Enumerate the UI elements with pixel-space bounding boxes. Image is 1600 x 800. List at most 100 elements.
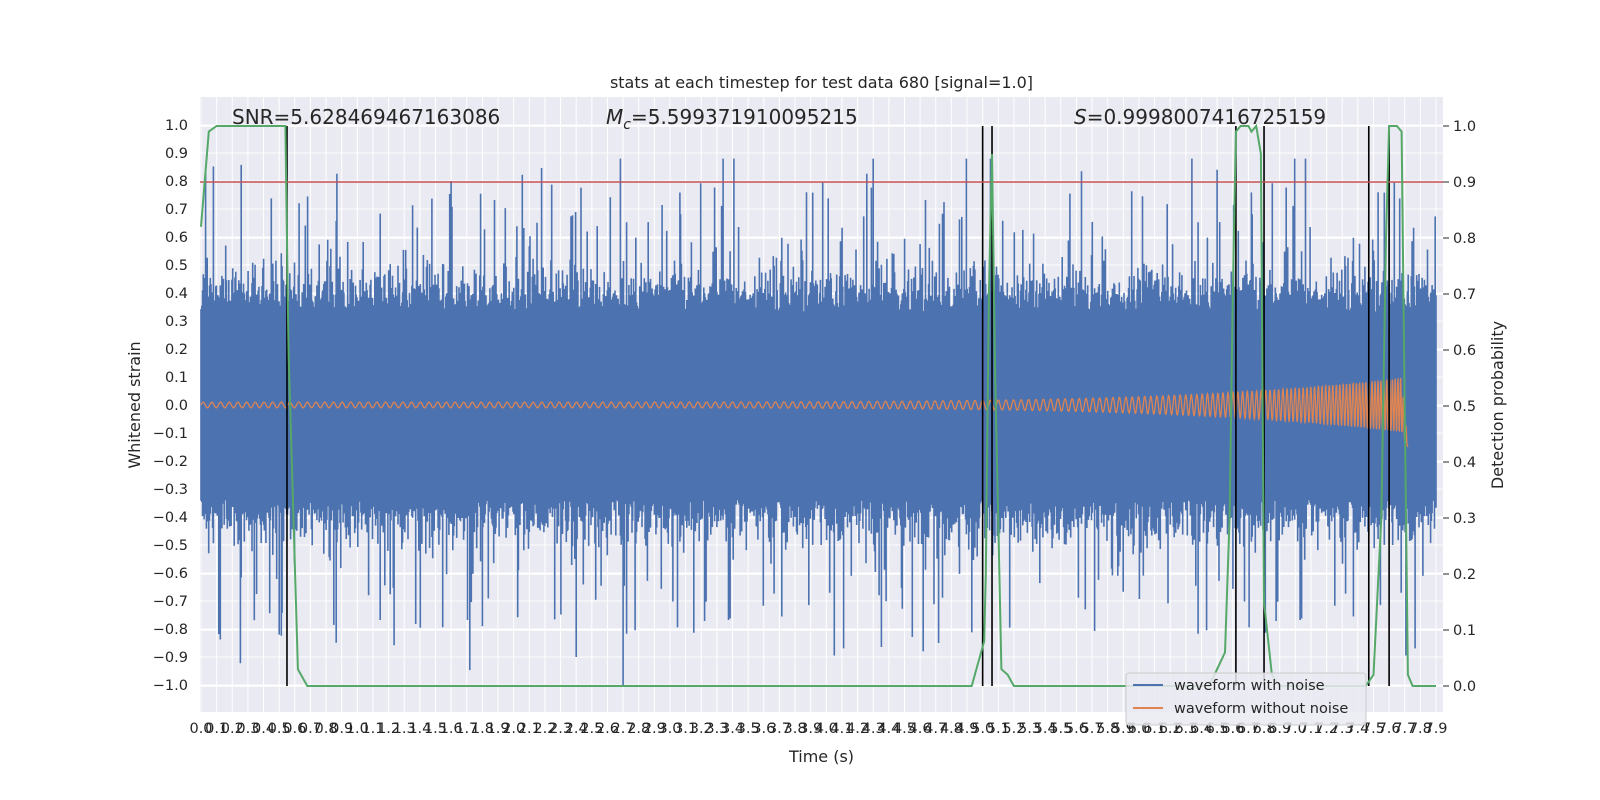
- x-tick-label: 5.1: [987, 721, 1010, 737]
- x-tick-label: 4.0: [815, 721, 838, 737]
- x-tick-label: 2.6: [596, 721, 619, 737]
- x-tick-label: 7.5: [1362, 721, 1385, 737]
- x-tick-label: 2.2: [533, 721, 556, 737]
- x-tick-label: 1.8: [471, 721, 494, 737]
- x-tick-label: 5.2: [1002, 721, 1025, 737]
- y-right-tick-label: 0.2: [1453, 567, 1476, 583]
- x-tick-label: 2.5: [580, 721, 603, 737]
- x-tick-label: 0.3: [236, 721, 259, 737]
- significance-value: =0.9998007416725159: [1087, 105, 1326, 129]
- x-tick-label: 5.6: [1065, 721, 1088, 737]
- legend-box: [1125, 672, 1367, 726]
- legend-label-noise: waveform with noise: [1174, 678, 1325, 694]
- x-tick-label: 4.4: [877, 721, 900, 737]
- x-tick-label: 4.9: [955, 721, 978, 737]
- x-tick-label: 2.8: [627, 721, 650, 737]
- y-left-tick-label: 0.6: [165, 230, 188, 246]
- y-left-tick-label: −0.4: [153, 510, 188, 526]
- x-tick-label: 5.0: [971, 721, 994, 737]
- y-left-tick-label: 0.0: [165, 398, 188, 414]
- x-tick-label: 3.1: [674, 721, 697, 737]
- y-left-tick-label: 0.8: [165, 174, 188, 190]
- x-tick-label: 2.7: [612, 721, 635, 737]
- snr-annotation: SNR=5.628469467163086: [232, 105, 500, 129]
- significance-symbol: S: [1074, 105, 1087, 129]
- x-tick-label: 3.2: [690, 721, 713, 737]
- x-tick-label: 4.6: [909, 721, 932, 737]
- chart-title: stats at each timestep for test data 680…: [610, 73, 1033, 92]
- y-left-tick-label: 0.2: [165, 342, 188, 358]
- x-tick-label: 0.4: [252, 721, 275, 737]
- x-tick-label: 5.4: [1034, 721, 1057, 737]
- x-tick-label: 5.5: [1049, 721, 1072, 737]
- x-tick-label: 0.6: [283, 721, 306, 737]
- series-detection-probability: [200, 123, 1436, 687]
- x-tick-label: 7.9: [1424, 721, 1447, 737]
- y-right-tick-label: 0.8: [1453, 231, 1476, 247]
- chirp-trace: [200, 377, 1409, 448]
- x-tick-label: 1.3: [393, 721, 416, 737]
- x-tick-label: 4.8: [940, 721, 963, 737]
- x-tick-label: 5.8: [1096, 721, 1119, 737]
- y-right-tick-label: 0.4: [1453, 455, 1476, 471]
- y-left-tick-label: −0.2: [153, 454, 188, 470]
- x-tick-label: 3.5: [737, 721, 760, 737]
- probability-trace: [200, 123, 1436, 687]
- y-right-tick-label: 0.1: [1453, 623, 1476, 639]
- y-left-tick-label: −0.3: [153, 482, 188, 498]
- y-left-tick-label: −0.5: [153, 538, 188, 554]
- x-tick-label: 7.7: [1393, 721, 1416, 737]
- x-tick-label: 1.0: [346, 721, 369, 737]
- x-tick-label: 1.4: [408, 721, 431, 737]
- x-tick-label: 2.3: [549, 721, 572, 737]
- legend-label-clean: waveform without noise: [1174, 701, 1348, 717]
- y-right-tick-label: 0.5: [1453, 399, 1476, 415]
- x-tick-label: 1.5: [424, 721, 447, 737]
- x-tick-label: 4.5: [893, 721, 916, 737]
- x-tick-label: 2.4: [565, 721, 588, 737]
- y-left-tick-label: −0.6: [153, 566, 188, 582]
- y-right-tick-label: 0.3: [1453, 511, 1476, 527]
- x-tick-label: 7.8: [1409, 721, 1432, 737]
- x-tick-label: 1.6: [440, 721, 463, 737]
- chirp-mass-symbol: M: [606, 105, 623, 129]
- x-tick-label: 3.6: [752, 721, 775, 737]
- x-tick-label: 3.8: [784, 721, 807, 737]
- x-tick-label: 7.6: [1378, 721, 1401, 737]
- x-tick-label: 0.0: [189, 721, 212, 737]
- significance-annotation: S=0.9998007416725159: [1074, 105, 1326, 129]
- chirp-mass-value: =5.599371910095215: [631, 105, 858, 129]
- x-tick-label: 4.1: [830, 721, 853, 737]
- x-tick-label: 5.3: [1018, 721, 1041, 737]
- y-right-tick-label: 0.0: [1453, 679, 1476, 695]
- x-tick-label: 3.3: [705, 721, 728, 737]
- x-tick-label: 3.7: [768, 721, 791, 737]
- y-left-tick-label: 0.5: [165, 258, 188, 274]
- x-tick-label: 2.1: [518, 721, 541, 737]
- y-left-tick-label: 0.7: [165, 202, 188, 218]
- x-tick-label: 1.7: [455, 721, 478, 737]
- x-tick-label: 0.5: [268, 721, 291, 737]
- y-axis-label-right: Detection probability: [1488, 321, 1507, 489]
- y-right-tick-label: 0.7: [1453, 287, 1476, 303]
- x-tick-label: 1.2: [377, 721, 400, 737]
- x-tick-label: 3.4: [721, 721, 744, 737]
- y-left-tick-label: 0.3: [165, 314, 188, 330]
- x-tick-label: 2.9: [643, 721, 666, 737]
- x-tick-label: 4.3: [862, 721, 885, 737]
- y-axis-label-left: Whitened strain: [125, 341, 144, 468]
- x-tick-label: 0.8: [315, 721, 338, 737]
- y-left-tick-label: −0.7: [153, 594, 188, 610]
- x-tick-label: 0.2: [221, 721, 244, 737]
- x-tick-label: 1.1: [361, 721, 384, 737]
- series-waveform-without-noise: [200, 377, 1409, 448]
- y-left-tick-label: 0.9: [165, 146, 188, 162]
- y-right-tick-label: 0.6: [1453, 343, 1476, 359]
- y-right-tick-label: 0.9: [1453, 175, 1476, 191]
- x-tick-label: 4.2: [846, 721, 869, 737]
- x-axis-label: Time (s): [788, 747, 854, 766]
- x-tick-label: 5.7: [1081, 721, 1104, 737]
- x-tick-label: 3.0: [658, 721, 681, 737]
- x-tick-label: 0.1: [205, 721, 228, 737]
